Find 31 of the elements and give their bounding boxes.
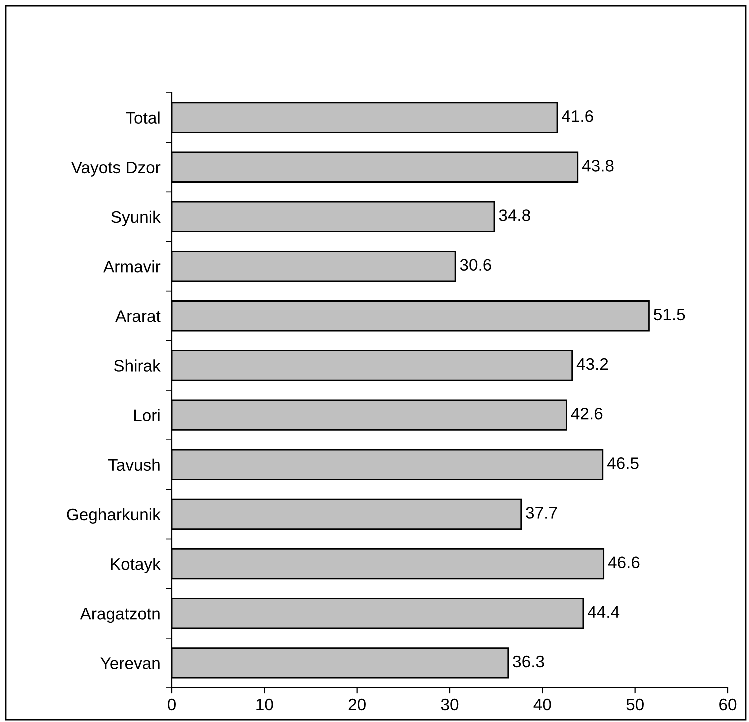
data-label: 41.6 [562, 110, 594, 122]
data-label: 36.3 [513, 656, 544, 668]
x-tick-label: 30 [441, 698, 459, 711]
x-tick-label: 50 [626, 698, 644, 711]
y-tick-label: Total [126, 112, 160, 124]
y-tick-label: Gegharkunik [67, 508, 161, 524]
data-label: 44.4 [588, 606, 620, 618]
y-tick-label: Armavir [104, 260, 161, 273]
data-label: 46.5 [607, 458, 639, 470]
y-tick-label: Kotayk [111, 558, 161, 574]
data-label: 42.6 [571, 408, 603, 420]
data-label: 43.2 [576, 358, 608, 370]
y-tick-label: Tavush [108, 458, 160, 472]
data-label: 43.8 [582, 160, 614, 172]
x-tick-label: 0 [168, 698, 176, 711]
data-label: 46.6 [608, 556, 640, 569]
y-tick-label: Vayots Dzor [71, 162, 161, 177]
data-label: 30.6 [460, 259, 492, 272]
data-label: 37.7 [526, 507, 558, 519]
y-tick-label: Syunik [112, 210, 161, 226]
x-tick-label: 40 [534, 698, 552, 711]
x-tick-label: 10 [256, 698, 274, 711]
data-label: 51.5 [654, 308, 686, 321]
x-tick-label: 20 [348, 698, 366, 711]
x-tick-label: 60 [720, 698, 737, 711]
y-tick-label: Yerevan [100, 658, 160, 670]
y-tick-label: Ararat [116, 310, 161, 322]
y-tick-label: Shirak [114, 360, 161, 372]
y-tick-label: Aragatzotn [80, 608, 160, 624]
y-tick-label: Lori [134, 409, 160, 422]
data-label: 34.8 [499, 210, 530, 222]
